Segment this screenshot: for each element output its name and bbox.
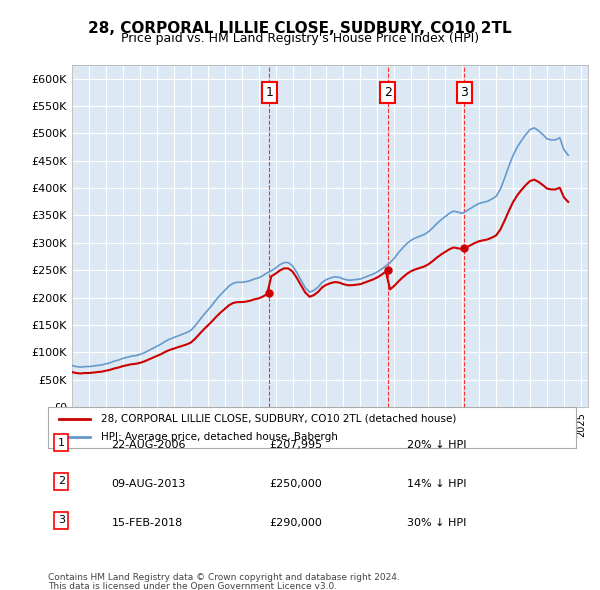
Text: 2: 2: [383, 86, 392, 99]
Text: 1: 1: [58, 438, 65, 448]
Text: £290,000: £290,000: [270, 518, 323, 528]
Text: 20% ↓ HPI: 20% ↓ HPI: [407, 440, 467, 450]
Text: 30% ↓ HPI: 30% ↓ HPI: [407, 518, 466, 528]
Text: 28, CORPORAL LILLIE CLOSE, SUDBURY, CO10 2TL: 28, CORPORAL LILLIE CLOSE, SUDBURY, CO10…: [88, 21, 512, 35]
Text: 09-AUG-2013: 09-AUG-2013: [112, 479, 186, 489]
Text: 3: 3: [460, 86, 468, 99]
Text: £250,000: £250,000: [270, 479, 323, 489]
Text: 28, CORPORAL LILLIE CLOSE, SUDBURY, CO10 2TL (detached house): 28, CORPORAL LILLIE CLOSE, SUDBURY, CO10…: [101, 414, 456, 424]
Text: Contains HM Land Registry data © Crown copyright and database right 2024.: Contains HM Land Registry data © Crown c…: [48, 573, 400, 582]
Text: 22-AUG-2006: 22-AUG-2006: [112, 440, 186, 450]
Text: This data is licensed under the Open Government Licence v3.0.: This data is licensed under the Open Gov…: [48, 582, 337, 590]
Text: 3: 3: [58, 515, 65, 525]
Text: HPI: Average price, detached house, Babergh: HPI: Average price, detached house, Babe…: [101, 432, 338, 442]
Text: Price paid vs. HM Land Registry's House Price Index (HPI): Price paid vs. HM Land Registry's House …: [121, 32, 479, 45]
Text: 15-FEB-2018: 15-FEB-2018: [112, 518, 182, 528]
Text: 1: 1: [266, 86, 274, 99]
Text: 2: 2: [58, 477, 65, 486]
Text: £207,995: £207,995: [270, 440, 323, 450]
Text: 14% ↓ HPI: 14% ↓ HPI: [407, 479, 467, 489]
